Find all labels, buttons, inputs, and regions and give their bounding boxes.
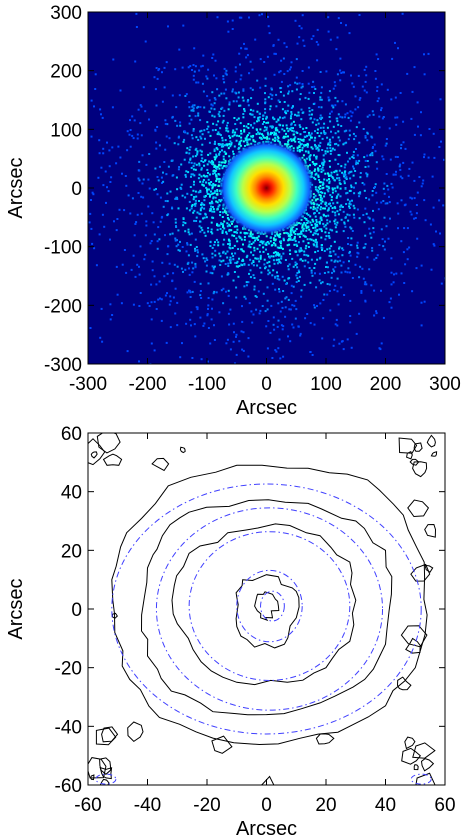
noise-island xyxy=(99,757,112,775)
heatmap-y-tick-label: -100 xyxy=(44,238,82,259)
contour-x-axis-label: Arcsec xyxy=(236,818,297,840)
contour-y-tick-label: 60 xyxy=(61,424,82,445)
heatmap-core xyxy=(218,140,315,236)
solid-contour-3 xyxy=(171,523,357,686)
noise-island xyxy=(90,451,98,459)
contour-ticks: -60 -40 -20 0 20 40 60 -60 -40 -20 0 20 40 60 xyxy=(55,424,456,816)
noise-island xyxy=(407,499,430,518)
noise-island xyxy=(406,451,413,460)
heatmap-y-tick-label: 0 xyxy=(71,179,82,200)
dash-dot-contours xyxy=(111,483,422,735)
noise-island xyxy=(401,747,421,765)
heatmap-ticks: -300 -200 -100 0 100 200 300 -300 -200 -100 0 100 20… xyxy=(44,3,461,395)
dash-dot-contour-4 xyxy=(155,507,384,711)
noise-island xyxy=(413,442,423,452)
heatmap-y-tick-label: 100 xyxy=(50,120,82,141)
noise-island xyxy=(127,721,144,743)
solid-contours xyxy=(111,464,428,746)
contour-background xyxy=(88,433,445,785)
heatmap-x-tick-label: -300 xyxy=(69,374,107,395)
contour-x-tick-label: -40 xyxy=(134,795,161,816)
noise-island xyxy=(405,637,421,654)
noise-island xyxy=(420,758,435,772)
heatmap-y-tick-label: 200 xyxy=(50,62,82,83)
noise-island xyxy=(412,742,436,759)
noise-island xyxy=(315,733,335,745)
heatmap-x-axis-label: Arcsec xyxy=(236,397,297,419)
dash-dot-contour-5 xyxy=(111,483,422,735)
contour-y-tick-label: -20 xyxy=(55,659,82,680)
noise-island xyxy=(400,625,428,648)
noise-island xyxy=(424,564,434,573)
solid-contour-2 xyxy=(235,574,300,649)
heatmap-x-tick-label: 200 xyxy=(370,374,402,395)
dash-dot-contour-2 xyxy=(236,569,303,643)
noise-island xyxy=(102,453,123,466)
noise-island xyxy=(88,438,106,466)
heatmap-y-tick-label: -300 xyxy=(44,355,82,376)
noise-island xyxy=(430,451,438,457)
heatmap-x-tick-label: 100 xyxy=(310,374,342,395)
heatmap-x-tick-label: 0 xyxy=(261,374,272,395)
solid-contour-1 xyxy=(254,591,280,622)
noise-island xyxy=(424,523,437,538)
noise-island xyxy=(99,766,113,780)
noise-island xyxy=(409,458,420,466)
contour-x-tick-label: -60 xyxy=(74,795,101,816)
heatmap-x-tick-label: -200 xyxy=(128,374,166,395)
solid-contour-4 xyxy=(140,499,393,716)
contour-y-tick-label: -60 xyxy=(55,776,82,797)
noise-island xyxy=(95,727,117,746)
heatmap-panel: -300 -200 -100 0 100 200 300 -300 -200 -100 0 100 20… xyxy=(5,3,461,419)
noise-island xyxy=(398,437,418,454)
noise-island xyxy=(211,735,233,754)
contour-noise-islands xyxy=(88,433,438,785)
contour-x-tick-label: 40 xyxy=(375,795,396,816)
contour-y-tick-label: 40 xyxy=(61,483,82,504)
contour-x-tick-label: 60 xyxy=(434,795,455,816)
noise-island xyxy=(179,446,186,454)
noise-island xyxy=(415,772,436,785)
heatmap-y-axis-label: Arcsec xyxy=(5,157,27,218)
noise-island xyxy=(404,736,416,750)
contour-y-tick-label: 0 xyxy=(71,600,82,621)
noise-island-dash xyxy=(95,773,117,785)
contour-y-tick-label: 20 xyxy=(61,541,82,562)
noise-island xyxy=(426,434,436,448)
contour-x-tick-label: -20 xyxy=(193,795,220,816)
noise-island xyxy=(151,457,170,472)
heatmap-y-tick-label: -200 xyxy=(44,296,82,317)
heatmap-y-tick-label: 300 xyxy=(50,3,82,24)
heatmap-x-tick-label: -100 xyxy=(188,374,226,395)
contour-x-tick-label: 20 xyxy=(315,795,336,816)
noise-island xyxy=(413,764,419,771)
dash-dot-contour-1 xyxy=(260,590,285,622)
contour-y-tick-label: -40 xyxy=(55,717,82,738)
noise-island-dash xyxy=(410,773,432,785)
contour-x-tick-label: 0 xyxy=(261,795,272,816)
heatmap-x-tick-label: 300 xyxy=(429,374,461,395)
dash-dot-contour-3 xyxy=(188,531,351,681)
solid-contour-5 xyxy=(111,464,428,746)
noise-island xyxy=(260,775,275,785)
contour-y-axis-label: Arcsec xyxy=(5,578,27,639)
noise-island xyxy=(412,461,428,478)
